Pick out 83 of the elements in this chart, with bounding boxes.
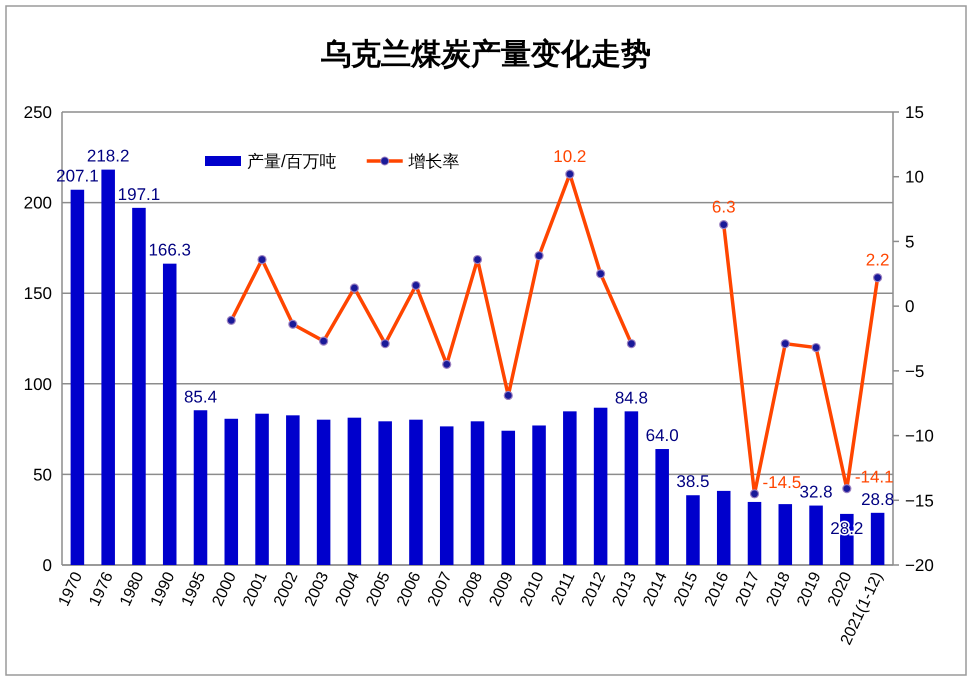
bar — [624, 411, 638, 565]
data-label: 64.0 — [646, 426, 679, 446]
y2-tick-label: −15 — [905, 491, 934, 510]
x-tick-label: 2013 — [610, 569, 640, 609]
y2-tick-label: −10 — [905, 426, 934, 446]
data-label: 84.8 — [614, 388, 648, 408]
bar — [809, 506, 823, 565]
data-label: 10.2 — [553, 147, 586, 166]
data-label: 38.5 — [676, 472, 710, 492]
bar — [440, 426, 454, 565]
bar — [70, 190, 84, 565]
x-tick-label: 2005 — [363, 569, 394, 609]
bar — [594, 408, 608, 565]
y-tick-label: 50 — [33, 465, 52, 484]
x-tick-label: 2000 — [209, 569, 240, 609]
x-tick-label: 2019 — [794, 569, 825, 609]
x-tick-label: 1976 — [86, 569, 117, 609]
bar — [348, 418, 362, 565]
bar — [686, 495, 700, 565]
x-tick-label: 2015 — [671, 569, 702, 609]
data-label: 85.4 — [184, 387, 218, 406]
bar — [716, 490, 730, 565]
bar — [748, 502, 762, 565]
bar — [286, 415, 300, 565]
data-label: 6.3 — [712, 198, 736, 217]
bar — [532, 425, 546, 565]
chart-title: 乌克兰煤炭产量变化走势 — [320, 37, 651, 72]
x-tick-label: 2016 — [702, 569, 732, 609]
bar — [563, 411, 577, 565]
x-tick-label: 2010 — [517, 569, 548, 609]
x-tick-label: 2012 — [578, 569, 610, 609]
y2-tick-label: 10 — [905, 168, 924, 187]
bar — [778, 504, 792, 565]
x-tick-label: 2004 — [332, 569, 364, 609]
data-label: 218.2 — [86, 146, 130, 166]
x-tick-label: 2001 — [240, 569, 271, 609]
data-label: 207.1 — [56, 166, 99, 186]
x-tick-label: 2014 — [640, 569, 671, 609]
legend-label: 产量/百万吨 — [247, 152, 337, 171]
data-label: 28.8 — [861, 490, 894, 509]
y-tick-label: 100 — [24, 374, 52, 394]
x-tick-label: 2002 — [271, 569, 302, 609]
x-tick-label: 2006 — [394, 569, 425, 609]
x-tick-label: 2007 — [424, 569, 456, 609]
data-label: -14.1 — [854, 468, 894, 487]
x-tick-label: 1970 — [56, 569, 86, 609]
x-tick-label: 1995 — [178, 569, 210, 609]
x-tick-label: 1980 — [117, 569, 148, 609]
y2-tick-label: −5 — [905, 362, 924, 381]
bar — [470, 421, 484, 565]
bar — [870, 512, 884, 565]
y2-tick-label: 0 — [905, 297, 914, 316]
bar — [162, 264, 176, 565]
y-tick-label: 150 — [24, 284, 52, 304]
bar — [101, 170, 115, 565]
bar — [409, 420, 423, 565]
bar — [132, 208, 146, 565]
x-tick-label: 2017 — [732, 569, 764, 609]
legend-label: 增长率 — [408, 152, 460, 171]
data-label: 2.2 — [866, 250, 890, 270]
data-label: 32.8 — [800, 482, 833, 502]
bar — [194, 410, 208, 565]
x-tick-label: 2011 — [548, 569, 578, 608]
bar — [255, 414, 269, 565]
y2-tick-label: 15 — [905, 103, 924, 122]
x-tick-label: 2018 — [763, 569, 794, 609]
data-label: 166.3 — [148, 240, 191, 260]
bar — [316, 420, 330, 565]
y2-tick-label: 5 — [905, 232, 914, 252]
y2-tick-label: −20 — [905, 556, 934, 575]
bar — [655, 449, 669, 565]
x-tick-label: 1990 — [148, 569, 178, 609]
bar — [502, 430, 516, 565]
x-tick-label: 2003 — [302, 569, 332, 609]
y-tick-label: 250 — [24, 103, 52, 122]
bar — [224, 418, 238, 565]
bar — [378, 421, 392, 565]
data-label: -14.5 — [762, 472, 802, 492]
y-tick-label: 200 — [24, 194, 52, 213]
x-tick-label: 2008 — [456, 569, 486, 609]
data-label: 197.1 — [118, 184, 160, 204]
y-tick-label: 0 — [42, 556, 52, 575]
x-tick-label: 2009 — [486, 569, 517, 609]
